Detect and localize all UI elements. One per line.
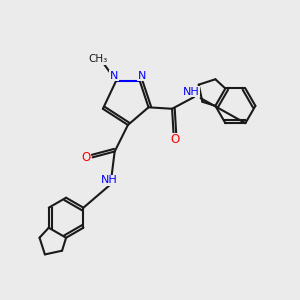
Text: O: O bbox=[170, 133, 180, 146]
Text: N: N bbox=[138, 70, 146, 80]
Text: O: O bbox=[82, 151, 91, 164]
Text: CH₃: CH₃ bbox=[89, 54, 108, 64]
Text: NH: NH bbox=[183, 87, 200, 97]
Text: N: N bbox=[110, 70, 118, 80]
Text: NH: NH bbox=[100, 175, 117, 185]
